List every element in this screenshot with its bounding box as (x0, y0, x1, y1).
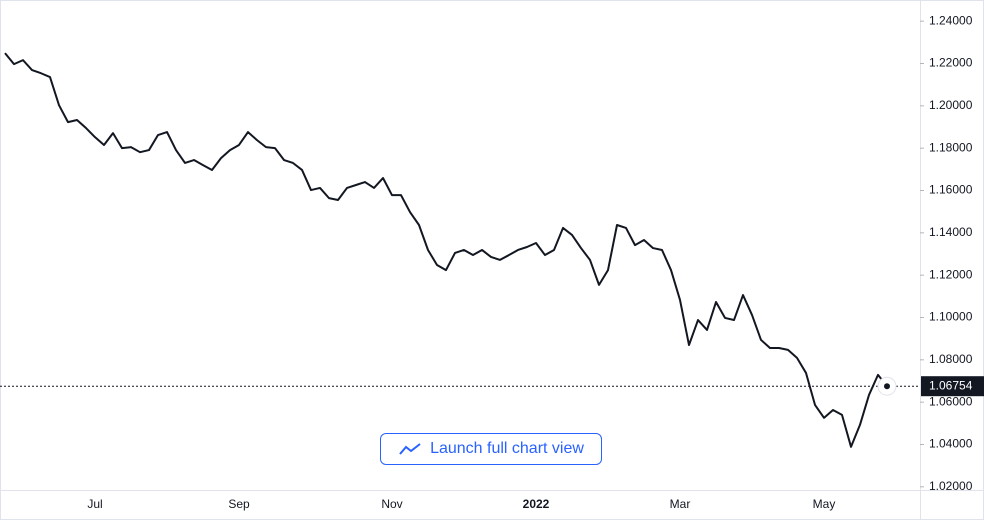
y-tick-label: 1.10000 (929, 310, 973, 324)
button-label: Launch full chart view (430, 440, 584, 457)
last-point (884, 383, 890, 390)
button-icon (399, 443, 421, 455)
y-tick-label: 1.12000 (929, 267, 973, 281)
y-tick-label: 1.20000 (929, 98, 973, 112)
y-tick-label: 1.02000 (929, 479, 973, 493)
y-tick-label: 1.16000 (929, 183, 973, 197)
last-price-label: 1.06754 (929, 378, 973, 392)
launch-button[interactable]: Launch full chart view (380, 433, 602, 465)
y-tick-label: 1.22000 (929, 56, 973, 70)
price-line (4, 52, 888, 448)
x-tick-label: Mar (670, 497, 691, 511)
x-tick-label: May (813, 497, 836, 511)
x-tick-label: Nov (381, 497, 402, 511)
x-tick-label: 2022 (523, 497, 550, 511)
y-tick-label: 1.06000 (929, 394, 973, 408)
x-tick-label: Sep (228, 497, 250, 511)
y-tick-label: 1.24000 (929, 13, 973, 27)
y-tick-label: 1.18000 (929, 140, 973, 154)
x-tick-label: Jul (87, 497, 102, 511)
y-tick-label: 1.04000 (929, 437, 973, 451)
y-tick-label: 1.14000 (929, 225, 973, 239)
y-tick-label: 1.08000 (929, 352, 973, 366)
last-price-box (921, 376, 984, 397)
